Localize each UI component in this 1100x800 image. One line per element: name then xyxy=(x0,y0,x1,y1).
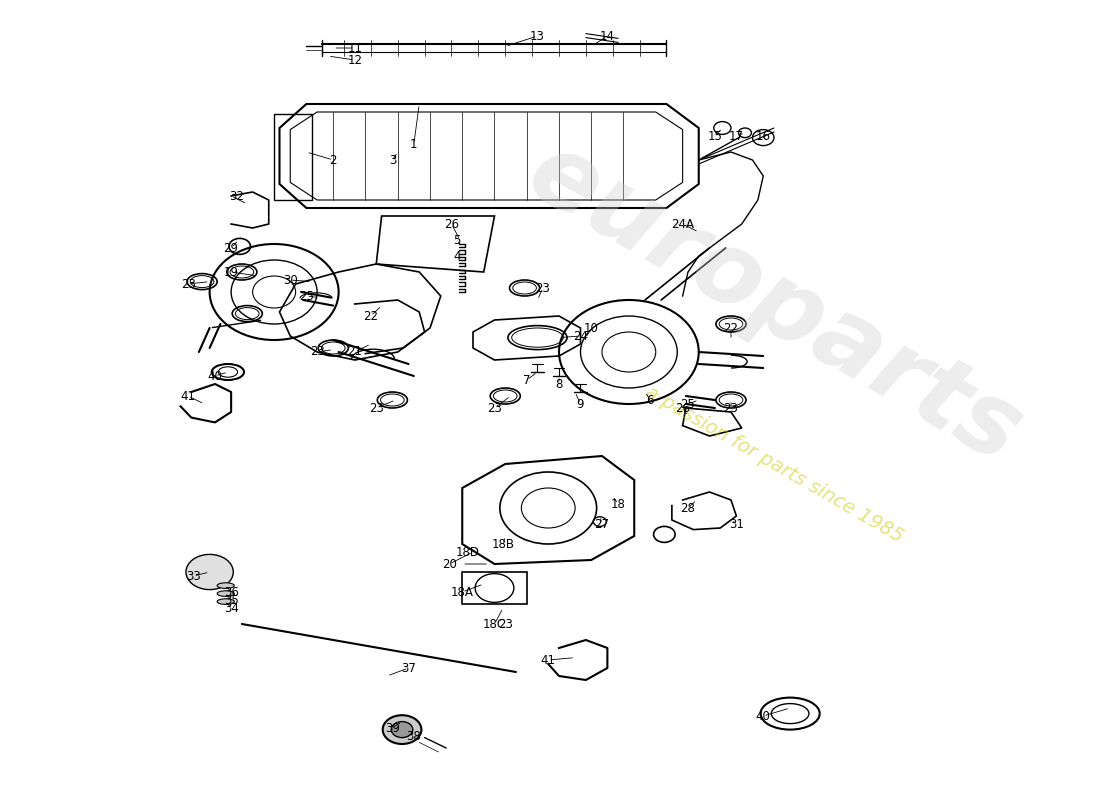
Ellipse shape xyxy=(217,598,234,605)
Text: 15: 15 xyxy=(707,130,723,142)
Text: 22: 22 xyxy=(363,310,378,322)
Text: 8: 8 xyxy=(556,378,563,390)
Text: 34: 34 xyxy=(223,602,239,614)
Text: 41: 41 xyxy=(541,654,556,666)
Ellipse shape xyxy=(217,582,234,589)
Text: 9: 9 xyxy=(576,398,584,410)
Text: 13: 13 xyxy=(530,30,544,42)
Circle shape xyxy=(383,715,421,744)
Text: 18B: 18B xyxy=(492,538,515,550)
Text: 27: 27 xyxy=(594,518,609,530)
Text: 18D: 18D xyxy=(455,546,480,558)
Circle shape xyxy=(186,554,233,590)
Text: 4: 4 xyxy=(453,250,461,262)
Text: 36: 36 xyxy=(223,586,239,598)
Text: 23: 23 xyxy=(498,618,513,630)
Text: 37: 37 xyxy=(402,662,416,674)
Text: 6: 6 xyxy=(647,394,654,406)
Text: 23: 23 xyxy=(310,346,324,358)
Circle shape xyxy=(392,722,412,738)
Text: 23: 23 xyxy=(487,402,502,414)
Text: 12: 12 xyxy=(348,54,362,66)
Text: 32: 32 xyxy=(229,190,244,202)
Text: 24A: 24A xyxy=(671,218,694,230)
Text: 33: 33 xyxy=(186,570,201,582)
Text: 17: 17 xyxy=(729,130,744,142)
Text: 23: 23 xyxy=(180,278,196,290)
Text: 5: 5 xyxy=(453,234,461,246)
Text: europarts: europarts xyxy=(510,124,1037,484)
Text: 30: 30 xyxy=(283,274,298,286)
Text: 23: 23 xyxy=(536,282,550,294)
Ellipse shape xyxy=(217,590,234,597)
Text: 41: 41 xyxy=(180,390,196,402)
Text: 28: 28 xyxy=(681,502,695,514)
Text: 21: 21 xyxy=(348,346,362,358)
Text: 2: 2 xyxy=(330,154,337,166)
Text: 35: 35 xyxy=(223,594,239,606)
Text: 3: 3 xyxy=(388,154,396,166)
Text: 26: 26 xyxy=(675,402,690,414)
Text: 14: 14 xyxy=(600,30,615,42)
Text: 23: 23 xyxy=(368,402,384,414)
Text: 23: 23 xyxy=(724,402,738,414)
Text: 7: 7 xyxy=(522,374,530,386)
Text: 1: 1 xyxy=(410,138,418,150)
Text: 18: 18 xyxy=(610,498,626,510)
Text: 18C: 18C xyxy=(483,618,506,630)
Text: 39: 39 xyxy=(385,722,399,734)
Text: 26: 26 xyxy=(444,218,459,230)
Text: 19: 19 xyxy=(223,266,239,278)
Text: 11: 11 xyxy=(348,42,362,54)
Text: 40: 40 xyxy=(208,370,222,382)
Text: 20: 20 xyxy=(442,558,456,570)
Text: 22: 22 xyxy=(724,322,738,334)
Text: 16: 16 xyxy=(756,130,771,142)
Text: 40: 40 xyxy=(756,710,771,722)
Text: 31: 31 xyxy=(729,518,744,530)
Text: 25: 25 xyxy=(681,398,695,410)
Text: 25: 25 xyxy=(299,290,314,302)
Text: a passion for parts since 1985: a passion for parts since 1985 xyxy=(641,382,906,546)
Text: 24: 24 xyxy=(573,330,588,342)
Text: 38: 38 xyxy=(407,730,421,742)
Text: 18A: 18A xyxy=(451,586,474,598)
Text: 10: 10 xyxy=(584,322,598,334)
Text: 29: 29 xyxy=(223,242,239,254)
